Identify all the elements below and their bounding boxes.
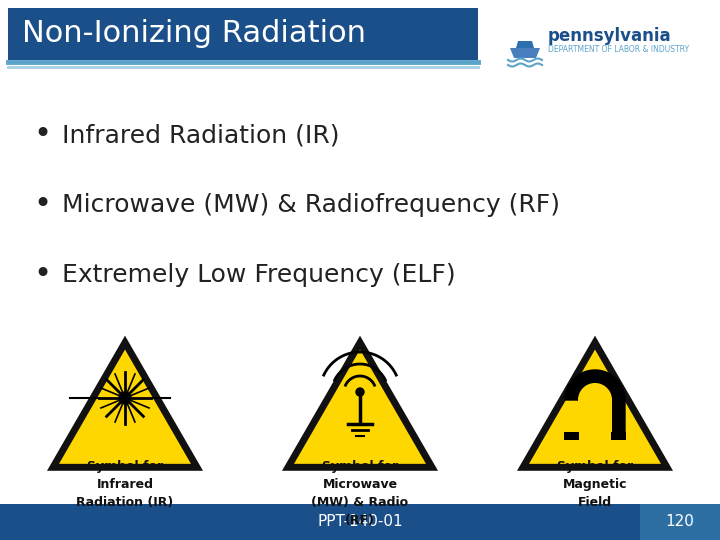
FancyBboxPatch shape bbox=[490, 5, 715, 73]
Text: Non-Ionizing Radiation: Non-Ionizing Radiation bbox=[22, 19, 366, 49]
Text: PPT-140-01: PPT-140-01 bbox=[318, 515, 402, 530]
Text: pennsylvania: pennsylvania bbox=[548, 27, 672, 45]
Circle shape bbox=[119, 392, 131, 404]
Text: Symbol for
Microwave
(MW) & Radio
(RF): Symbol for Microwave (MW) & Radio (RF) bbox=[312, 460, 408, 527]
Text: •: • bbox=[33, 120, 51, 150]
FancyBboxPatch shape bbox=[611, 432, 626, 440]
Polygon shape bbox=[523, 342, 667, 467]
Text: Microwave (MW) & Radiofrequency (RF): Microwave (MW) & Radiofrequency (RF) bbox=[62, 193, 560, 217]
Polygon shape bbox=[565, 370, 625, 432]
Polygon shape bbox=[578, 383, 612, 432]
Text: Symbol for
Magnetic
Field: Symbol for Magnetic Field bbox=[557, 460, 633, 509]
Circle shape bbox=[356, 388, 364, 396]
Polygon shape bbox=[288, 342, 432, 467]
Text: •: • bbox=[33, 191, 51, 219]
Text: 120: 120 bbox=[665, 515, 694, 530]
Polygon shape bbox=[516, 41, 534, 48]
Text: Extremely Low Frequency (ELF): Extremely Low Frequency (ELF) bbox=[62, 263, 456, 287]
FancyBboxPatch shape bbox=[640, 504, 720, 540]
Text: Infrared Radiation (IR): Infrared Radiation (IR) bbox=[62, 123, 340, 147]
FancyBboxPatch shape bbox=[8, 8, 478, 60]
Polygon shape bbox=[53, 342, 197, 467]
FancyBboxPatch shape bbox=[0, 504, 720, 540]
Text: •: • bbox=[33, 260, 51, 289]
FancyBboxPatch shape bbox=[564, 432, 579, 440]
Polygon shape bbox=[510, 48, 540, 58]
Text: DEPARTMENT OF LABOR & INDUSTRY: DEPARTMENT OF LABOR & INDUSTRY bbox=[548, 45, 689, 55]
Text: Symbol for
Infrared
Radiation (IR): Symbol for Infrared Radiation (IR) bbox=[76, 460, 174, 509]
